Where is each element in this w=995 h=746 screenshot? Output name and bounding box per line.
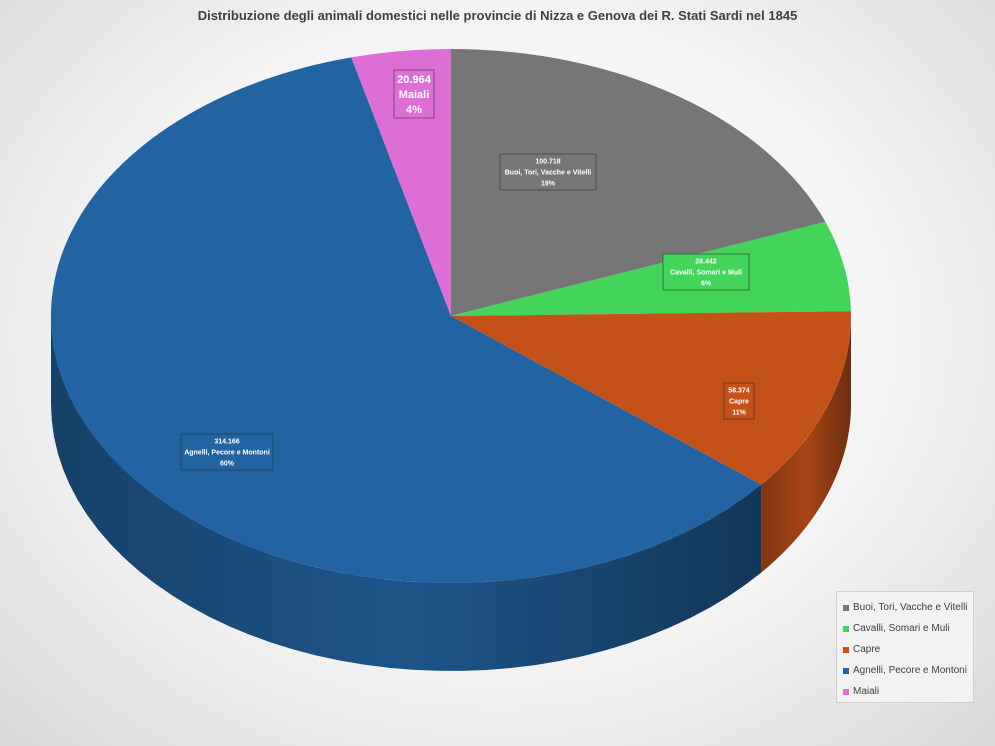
data-label-percent: 60% [220, 461, 235, 468]
data-label-name: Agnelli, Pecore e Montoni [184, 450, 270, 457]
legend: Buoi, Tori, Vacche e Vitelli Cavalli, Som… [836, 591, 974, 703]
legend-swatch [843, 688, 849, 695]
pie-slice-cavalli-somari-e-muli [451, 221, 851, 316]
legend-label: Cavalli, Somari e Muli [853, 623, 950, 634]
legend-label: Agnelli, Pecore e Montoni [853, 665, 967, 676]
pie-slice-buoi-tori-vacche-e-vitelli [451, 48, 826, 316]
legend-item-buoi-tori-vacche-e-vitelli: Buoi, Tori, Vacche e Vitelli [843, 597, 973, 618]
legend-item-agnelli-pecore-e-montoni: Agnelli, Pecore e Montoni [843, 660, 973, 681]
data-label-maiali: 20.964 Maiali 4% [393, 69, 435, 119]
data-label-value: 20.964 [397, 74, 432, 86]
legend-swatch [843, 667, 849, 674]
data-label-box [393, 69, 435, 119]
data-label-box [499, 153, 597, 191]
pie-sides [51, 316, 851, 671]
data-label-agnelli-pecore-e-montoni: 314.166 Agnelli, Pecore e Montoni 60% [180, 433, 274, 471]
legend-item-capre: Capre [843, 639, 973, 660]
legend-swatch [843, 604, 849, 611]
data-label-percent: 19% [541, 181, 556, 188]
pie-side-agnelli-pecore-e-montoni [51, 316, 762, 671]
data-label-name: Buoi, Tori, Vacche e Vitelli [505, 170, 592, 177]
data-label-percent: 4% [406, 104, 422, 116]
data-label-capre: 58.374 Capre 11% [723, 382, 755, 420]
data-label-buoi-tori-vacche-e-vitelli: 100.718 Buoi, Tori, Vacche e Vitelli 19% [499, 153, 597, 191]
legend-item-cavalli-somari-e-muli: Cavalli, Somari e Muli [843, 618, 973, 639]
legend-swatch [843, 646, 849, 653]
data-label-box [180, 433, 274, 471]
data-label-name: Maiali [399, 89, 430, 101]
pie-side-capre [761, 316, 851, 573]
legend-swatch [843, 625, 849, 632]
pie-labels: 100.718 Buoi, Tori, Vacche e Vitelli 19% 28… [180, 69, 755, 471]
legend-label: Capre [853, 644, 881, 655]
data-label-value: 100.718 [535, 159, 560, 166]
legend-item-maiali: Maiali [843, 681, 973, 702]
data-label-value: 28.442 [695, 259, 717, 266]
pie-slice-capre [451, 311, 851, 485]
chart-title: Distribuzione degli animali domestici ne… [197, 8, 798, 23]
legend-label: Buoi, Tori, Vacche e Vitelli [853, 602, 968, 613]
data-label-percent: 11% [732, 410, 746, 417]
data-label-box [723, 382, 755, 420]
data-label-cavalli-somari-e-muli: 28.442 Cavalli, Somari e Muli 6% [662, 253, 750, 291]
data-label-value: 58.374 [728, 388, 750, 395]
data-label-box [662, 253, 750, 291]
data-label-percent: 6% [701, 281, 712, 288]
legend-label: Maiali [853, 686, 880, 697]
pie-tops [50, 48, 851, 583]
data-label-value: 314.166 [214, 439, 239, 446]
data-label-name: Capre [729, 399, 749, 406]
data-label-name: Cavalli, Somari e Muli [670, 270, 742, 277]
